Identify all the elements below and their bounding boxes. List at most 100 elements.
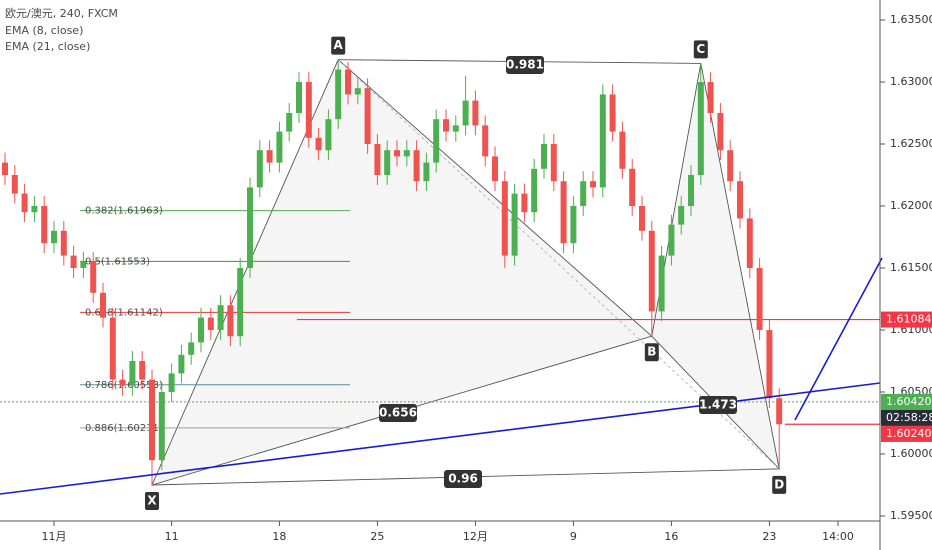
- point-label: A: [334, 38, 344, 52]
- candle-body: [374, 144, 381, 175]
- y-tick-label: 1.62500: [890, 137, 932, 150]
- candle-body: [384, 150, 391, 175]
- indicator-label: EMA (8, close): [5, 24, 83, 37]
- candle-body: [423, 162, 430, 182]
- candle-body: [207, 317, 214, 330]
- x-tick-label: 25: [370, 530, 384, 543]
- candle-body: [629, 168, 636, 206]
- candle-body: [227, 305, 234, 337]
- candle-body: [776, 398, 783, 425]
- candle-body: [688, 175, 694, 206]
- point-label: C: [696, 42, 705, 56]
- candle-body: [21, 193, 28, 213]
- candle-body: [443, 119, 449, 132]
- candle-body: [707, 82, 714, 113]
- candle-body: [149, 379, 155, 461]
- candle-body: [541, 144, 547, 169]
- x-tick-label: 14:00: [822, 530, 854, 543]
- y-tick-label: 1.63500: [890, 13, 932, 26]
- candle-body: [296, 82, 302, 113]
- fib-label: 0.5(1.61553): [85, 256, 150, 267]
- candle-body: [129, 361, 136, 386]
- candle-body: [276, 131, 283, 163]
- x-tick-label: 16: [664, 530, 678, 543]
- candle-body: [41, 206, 48, 244]
- price-tag-label: 1.61084: [886, 313, 932, 326]
- candle-body: [737, 181, 743, 219]
- candle-body: [354, 88, 361, 95]
- candle-body: [31, 206, 38, 213]
- candle-body: [580, 181, 587, 206]
- ratio-badge: [506, 56, 544, 74]
- point-label: B: [647, 345, 656, 359]
- candle-body: [482, 125, 489, 157]
- price-tag-label: 1.60420: [886, 395, 932, 408]
- price-tag: [881, 393, 932, 410]
- candle-body: [60, 230, 67, 256]
- candle-body: [119, 379, 126, 386]
- candle-body: [237, 268, 244, 337]
- candle-body: [619, 131, 626, 169]
- candle-body: [511, 193, 518, 256]
- candle-body: [599, 94, 606, 188]
- ratio-label: 1.473: [699, 398, 737, 412]
- price-tag-label: 1.60240: [886, 427, 932, 440]
- point-badge: [644, 343, 659, 362]
- point-label: D: [774, 477, 784, 491]
- y-tick-label: 1.60000: [890, 447, 932, 460]
- y-tick-label: 1.63000: [890, 75, 932, 88]
- candle-body: [678, 206, 685, 225]
- point-badge: [772, 475, 787, 494]
- point-badge: [145, 492, 159, 510]
- candle-body: [452, 125, 459, 132]
- candle-body: [11, 175, 18, 194]
- candle-body: [247, 187, 253, 268]
- ratio-badge: [379, 404, 417, 422]
- candle-body: [697, 82, 704, 175]
- chart-title: 欧元/澳元, 240, FXCM: [5, 7, 118, 20]
- candle-body: [335, 69, 342, 120]
- candle-body: [727, 150, 734, 182]
- candle-body: [168, 373, 175, 392]
- pattern-line: [337, 59, 780, 470]
- candle-body: [364, 88, 371, 144]
- candle-body: [766, 330, 773, 399]
- candle-body: [217, 305, 224, 330]
- candle-body: [462, 100, 469, 126]
- ratio-label: 0.981: [506, 58, 544, 72]
- candle-body: [658, 255, 665, 312]
- candle-body: [315, 137, 322, 151]
- candle-body: [198, 317, 204, 343]
- candle-body: [139, 361, 146, 380]
- candle-body: [90, 261, 97, 293]
- candle-body: [100, 292, 106, 318]
- candle-body: [639, 206, 645, 231]
- candle-body: [492, 156, 498, 182]
- point-badge: [331, 36, 346, 55]
- trend-line: [794, 257, 883, 421]
- price-tag: [881, 425, 932, 442]
- candle-body: [609, 94, 616, 132]
- ratio-label: 0.96: [448, 472, 478, 486]
- x-tick-label: 11: [165, 530, 179, 543]
- candle-body: [501, 181, 508, 256]
- candle-body: [531, 168, 538, 213]
- candle-body: [570, 206, 577, 244]
- ratio-label: 0.656: [379, 406, 417, 420]
- y-tick-label: 1.61500: [890, 261, 932, 274]
- candle-body: [286, 113, 293, 132]
- candle-body: [560, 181, 567, 244]
- candle-body: [668, 224, 675, 256]
- point-label: X: [147, 494, 157, 508]
- price-tag: [881, 311, 932, 328]
- candle-body: [394, 150, 400, 157]
- x-tick-label: 11月: [42, 530, 67, 543]
- candle-body: [345, 69, 351, 95]
- x-tick-label: 12月: [463, 530, 488, 543]
- fib-label: 0.618(1.61142): [85, 307, 163, 318]
- y-tick-label: 1.62000: [890, 199, 932, 212]
- x-tick-label: 18: [272, 530, 286, 543]
- countdown-tag: [881, 409, 932, 426]
- candle-body: [413, 150, 420, 182]
